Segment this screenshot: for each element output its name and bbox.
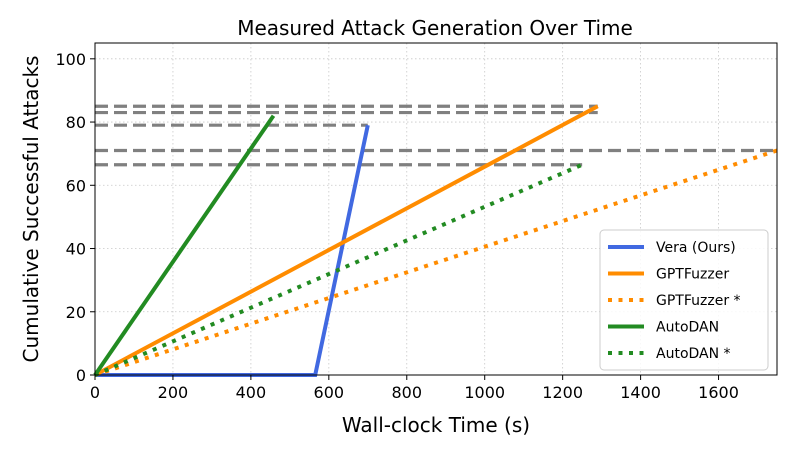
y-axis: 0 20 40 60 80 100	[55, 50, 95, 385]
x-tick-label: 1400	[620, 383, 661, 402]
y-tick-label: 0	[76, 366, 86, 385]
y-tick-label: 80	[66, 113, 86, 132]
x-tick-label: 1000	[464, 383, 505, 402]
x-axis: 0 200 400 600 800 1000 1200 1400 1600	[90, 375, 739, 402]
y-tick-label: 40	[66, 240, 86, 259]
y-axis-label: Cumulative Successful Attacks	[19, 56, 43, 363]
x-tick-label: 200	[158, 383, 189, 402]
legend-box	[599, 229, 769, 371]
series-line-3	[93, 114, 276, 377]
legend: Vera (Ours) GPTFuzzer GPTFuzzer * AutoDAN Au…	[599, 229, 769, 371]
x-axis-label: Wall-clock Time (s)	[342, 413, 530, 437]
x-tick-label: 600	[314, 383, 345, 402]
series-line-2	[94, 148, 778, 377]
legend-label: AutoDAN	[656, 320, 719, 336]
legend-label: GPTFuzzer	[656, 267, 729, 283]
y-tick-label: 20	[66, 303, 86, 322]
y-tick-label: 60	[66, 176, 86, 195]
x-tick-label: 0	[90, 383, 100, 402]
legend-label: Vera (Ours)	[656, 240, 736, 256]
series-group	[93, 104, 778, 377]
series-line-4	[94, 162, 583, 377]
series-line-1	[94, 104, 599, 377]
reference-lines	[95, 104, 777, 167]
x-tick-label: 400	[236, 383, 267, 402]
y-tick-label: 100	[55, 50, 86, 69]
x-tick-label: 1200	[542, 383, 583, 402]
legend-label: AutoDAN *	[656, 346, 731, 362]
plot-frame	[94, 42, 778, 376]
x-tick-label: 1600	[698, 383, 739, 402]
x-tick-label: 800	[391, 383, 422, 402]
chart-title: Measured Attack Generation Over Time	[237, 16, 633, 40]
legend-label: GPTFuzzer *	[656, 293, 741, 309]
